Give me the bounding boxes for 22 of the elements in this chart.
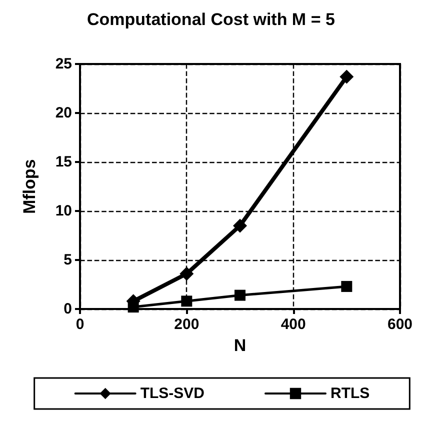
point: [341, 280, 352, 292]
point: [180, 266, 194, 281]
legend-label: RTLS: [330, 385, 370, 402]
x-tick-label: 0: [76, 316, 84, 333]
y-tick-label: 20: [55, 104, 72, 122]
y-tick-label: 5: [64, 252, 72, 268]
chart-title: Computational Cost with M = 5: [87, 10, 335, 29]
x-tick-label: 600: [387, 316, 413, 333]
point: [181, 296, 192, 307]
y-tick-label: 25: [55, 56, 72, 72]
y-tick-label: 10: [55, 202, 72, 220]
x-tick-label: 200: [174, 316, 200, 333]
y-axis-title: Mflops: [20, 159, 39, 214]
y-tick-label: 0: [64, 300, 72, 318]
y-tick-label: 15: [55, 154, 72, 170]
point: [233, 218, 247, 233]
point: [340, 70, 354, 84]
x-tick-label: 400: [280, 316, 306, 333]
point: [128, 302, 139, 313]
legend-label: TLS-SVD: [140, 385, 205, 402]
point: [234, 290, 246, 301]
x-axis-title: N: [234, 336, 246, 355]
